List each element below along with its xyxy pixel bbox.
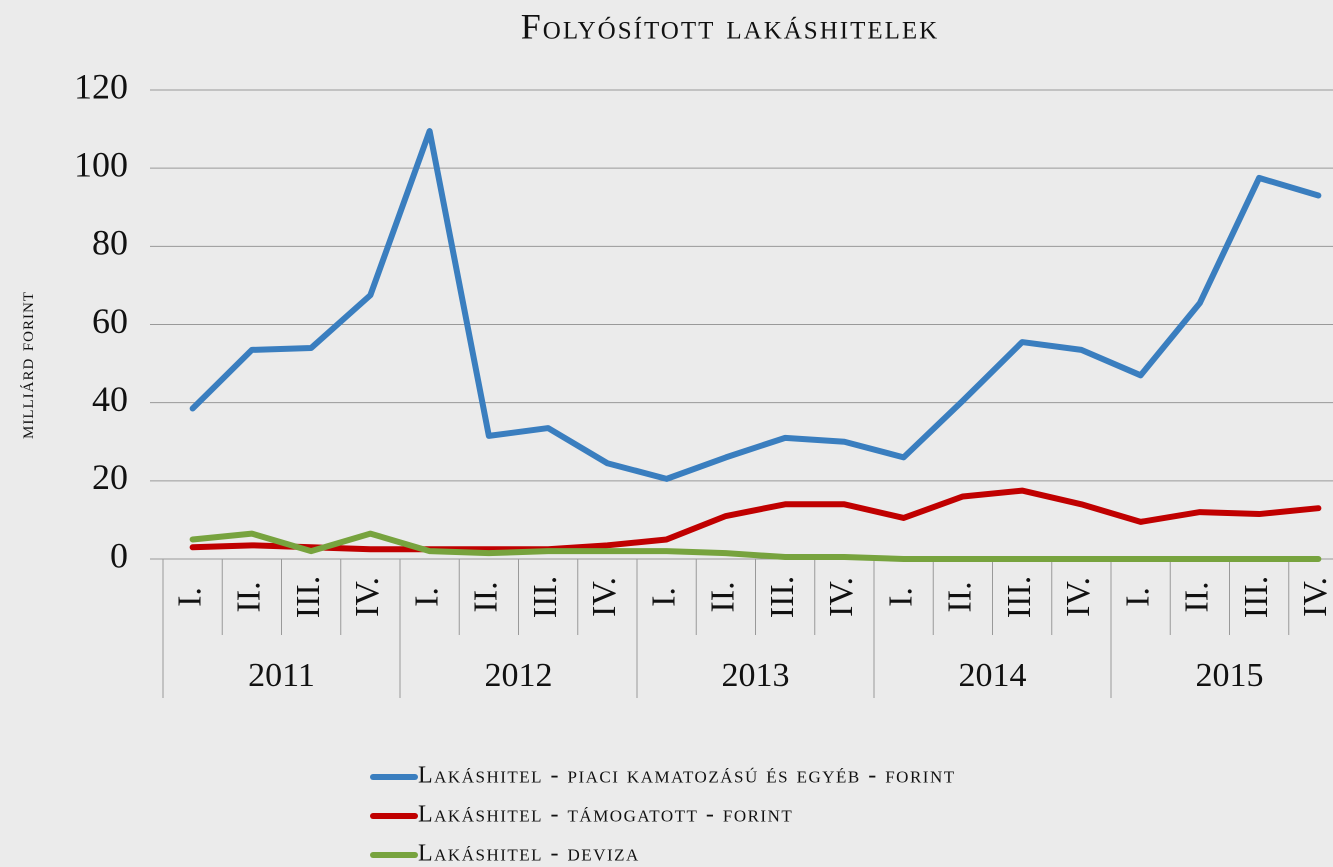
y-tick-label: 20: [92, 457, 128, 497]
legend-label: Lakáshitel - deviza: [418, 841, 640, 867]
series-line: [189, 487, 1322, 553]
x-tick-label: IV.: [823, 577, 860, 617]
x-group-label: 2012: [485, 657, 553, 694]
legend-label: Lakáshitel - támogatott - forint: [418, 802, 793, 828]
y-tick-label: 40: [92, 379, 128, 419]
x-tick-label: II.: [231, 581, 268, 612]
series-line: [189, 530, 1322, 562]
x-tick-label: II.: [1179, 581, 1216, 612]
x-tick-label: III.: [1001, 576, 1038, 618]
x-tick-label: I.: [1119, 587, 1156, 607]
x-tick-label: IV.: [1060, 577, 1097, 617]
chart-title: Folyósított lakáshitelek: [521, 6, 939, 46]
x-tick-label: I.: [645, 587, 682, 607]
legend-label: Lakáshitel - piaci kamatozású és egyéb -…: [418, 763, 956, 789]
y-tick-label: 0: [110, 535, 128, 575]
series-line: [189, 128, 1322, 482]
x-group-label: 2013: [722, 657, 790, 694]
x-tick-label: II.: [705, 581, 742, 612]
x-group-label: 2011: [248, 657, 315, 694]
x-tick-label: I.: [408, 587, 445, 607]
x-tick-label: I.: [171, 587, 208, 607]
x-tick-label: III.: [290, 576, 327, 618]
x-tick-label: II.: [942, 581, 979, 612]
x-tick-label: IV.: [1297, 577, 1333, 617]
x-tick-label: IV.: [586, 577, 623, 617]
x-tick-label: III.: [1238, 576, 1275, 618]
y-tick-label: 100: [74, 144, 128, 184]
y-tick-label: 80: [92, 223, 128, 263]
x-group-label: 2014: [959, 657, 1027, 694]
y-tick-label: 60: [92, 301, 128, 341]
x-tick-label: I.: [882, 587, 919, 607]
x-group-label: 2015: [1196, 657, 1264, 694]
x-tick-label: III.: [527, 576, 564, 618]
y-tick-label: 120: [74, 66, 128, 106]
y-axis-label: milliárd forint: [13, 291, 38, 439]
x-tick-label: III.: [764, 576, 801, 618]
x-tick-label: II.: [468, 581, 505, 612]
x-tick-label: IV.: [349, 577, 386, 617]
